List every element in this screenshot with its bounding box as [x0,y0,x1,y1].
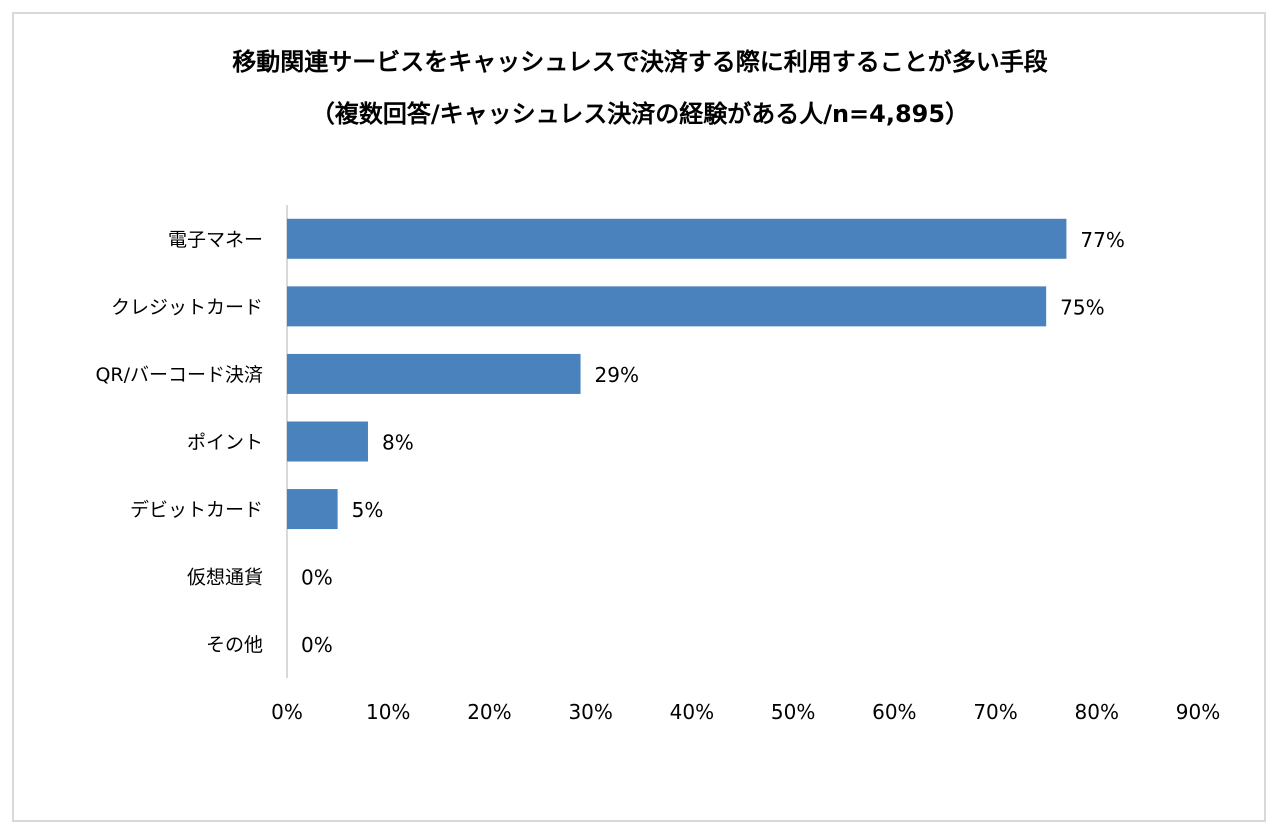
x-tick-label: 30% [568,700,612,724]
data-label: 29% [595,363,639,387]
category-label: デビットカード [130,499,263,521]
x-tick-label: 60% [872,700,916,724]
bar [287,353,581,394]
data-label: 77% [1080,228,1124,252]
category-label: その他 [206,634,263,656]
category-label: QR/バーコード決済 [95,364,263,386]
x-tick-label: 70% [973,700,1017,724]
x-tick-label: 90% [1176,700,1220,724]
bar [287,218,1067,259]
data-label: 0% [301,633,333,657]
category-label: 電子マネー [168,229,263,251]
chart-frame [12,12,1266,822]
bar [287,286,1047,327]
x-tick-label: 10% [366,700,410,724]
category-label: ポイント [187,432,263,454]
data-label: 0% [301,566,333,590]
data-label: 8% [382,431,414,455]
x-tick-label: 50% [771,700,815,724]
data-label: 5% [352,498,384,522]
data-label: 75% [1060,295,1104,319]
category-label: クレジットカード [111,296,263,318]
x-tick-label: 0% [271,700,303,724]
chart-title: 移動関連サービスをキャッシュレスで決済する際に利用することが多い手段 [232,48,1048,76]
bar [287,421,368,462]
chart-subtitle: （複数回答/キャッシュレス決済の経験がある人/n=4,895） [310,100,970,128]
x-tick-label: 40% [670,700,714,724]
category-label: 仮想通貨 [187,567,263,589]
x-tick-label: 80% [1075,700,1119,724]
x-tick-label: 20% [467,700,511,724]
bar [287,489,338,530]
